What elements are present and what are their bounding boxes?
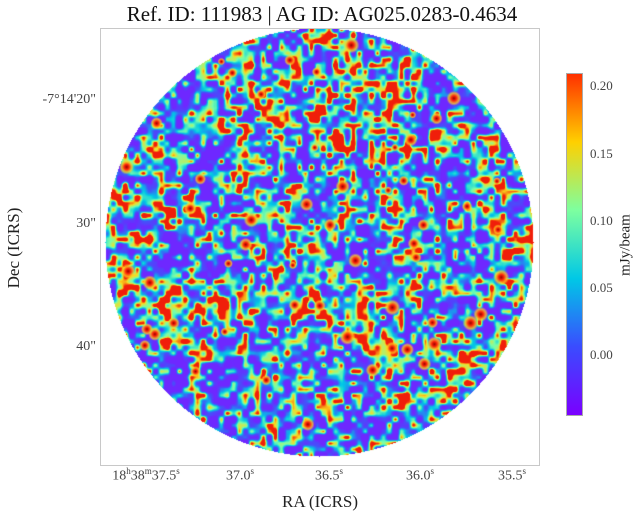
x-tick-label: 35.5s — [497, 466, 527, 484]
y-tick-label: 40" — [76, 339, 96, 354]
colorbar-tick: 0.00 — [590, 347, 613, 362]
y-axis-label: Dec (ICRS) — [4, 207, 23, 289]
image-frame — [100, 28, 540, 466]
x-axis-label: RA (ICRS) — [281, 492, 359, 511]
colorbar-label: mJy/beam — [617, 214, 634, 276]
x-tick-label: 36.5s — [314, 466, 344, 484]
colorbar-tick: 0.10 — [590, 213, 613, 228]
figure-title: Ref. ID: 111983 | AG ID: AG025.0283-0.46… — [126, 2, 518, 26]
colorbar-tick: 0.15 — [590, 146, 613, 161]
x-tick-label: 36.0s — [405, 466, 435, 484]
radio-map-image — [101, 29, 539, 465]
x-tick-label: 37.0s — [225, 466, 255, 484]
colorbar — [566, 73, 583, 416]
colorbar-tick: 0.20 — [590, 78, 613, 93]
x-tick-label: 18h38m37.5s — [112, 466, 180, 484]
y-tick-label: -7°14'20" — [42, 92, 97, 107]
y-tick-label: 30" — [76, 216, 96, 231]
colorbar-tick: 0.05 — [590, 280, 613, 295]
